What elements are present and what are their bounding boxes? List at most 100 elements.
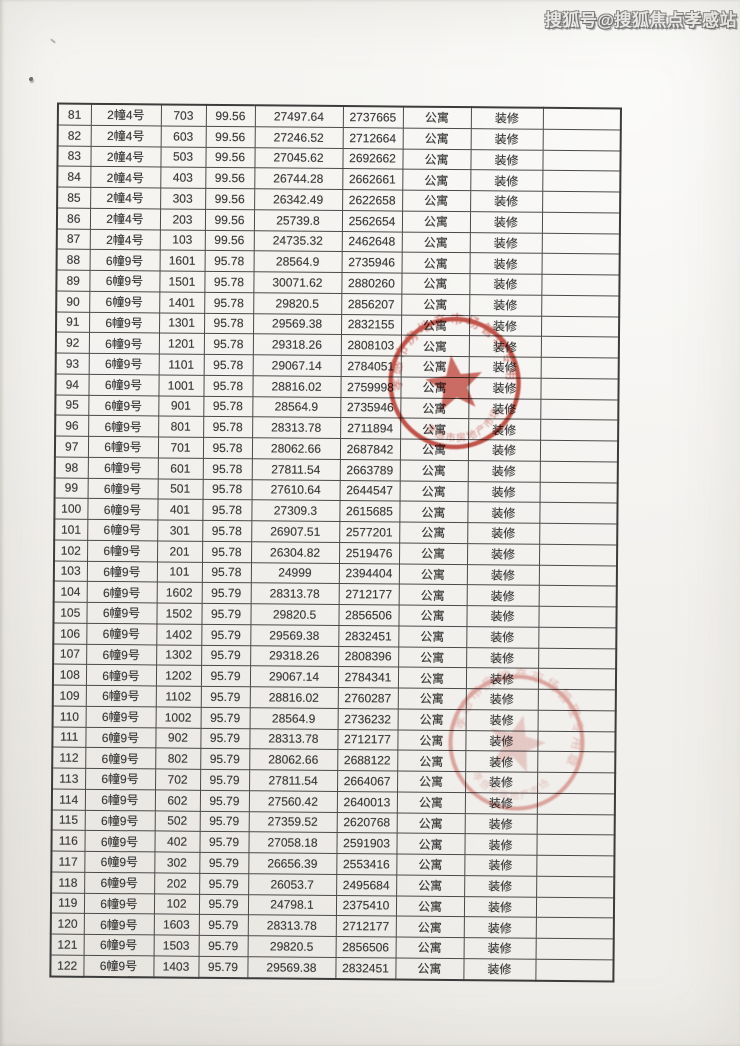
table-cell: 公寓 (401, 252, 470, 274)
table-cell: 28564.9 (249, 707, 338, 730)
table-cell (542, 170, 621, 193)
table-cell: 6幢9号 (84, 830, 155, 853)
pen-mark (50, 38, 56, 44)
table-cell: 95.79 (199, 831, 249, 853)
table-cell: 1502 (156, 603, 202, 625)
table-cell: 装修 (467, 522, 540, 545)
table-cell: 28062.66 (249, 749, 338, 771)
table-cell: 6幢9号 (84, 872, 155, 894)
table-cell: 2712177 (337, 729, 398, 751)
table-cell: 2687842 (339, 438, 401, 460)
table-cell: 装修 (467, 501, 540, 524)
table-cell: 装修 (468, 418, 541, 441)
table-cell: 95.78 (204, 271, 254, 293)
table-cell: 2577201 (339, 521, 400, 543)
table-cell: 2644547 (339, 480, 400, 502)
table-cell: 6幢9号 (86, 560, 158, 583)
table-cell: 26304.82 (251, 541, 340, 564)
table-cell: 95.79 (199, 852, 249, 874)
table-cell: 装修 (466, 564, 539, 586)
table-cell: 95.79 (200, 748, 250, 770)
table-cell: 703 (160, 104, 206, 127)
table-cell: 24999 (250, 562, 340, 584)
table-cell: 6幢9号 (85, 747, 156, 770)
table-cell: 公寓 (402, 169, 471, 191)
table-cell: 公寓 (399, 439, 469, 461)
table-cell: 402 (154, 831, 200, 853)
table-cell: 6幢9号 (85, 664, 157, 687)
table-cell: 95.78 (203, 312, 254, 335)
table-cell: 95.79 (199, 790, 250, 812)
table-cell: 公寓 (402, 106, 471, 129)
table-cell: 2591903 (336, 832, 397, 855)
table-cell: 6幢9号 (85, 768, 156, 790)
table-cell: 2735946 (341, 251, 402, 274)
table-cell: 301 (157, 520, 203, 542)
table-cell: 201 (157, 540, 203, 562)
table-cell (536, 793, 615, 815)
table-cell: 801 (158, 416, 204, 438)
table-cell: 装修 (465, 750, 538, 773)
table-cell: 装修 (466, 543, 540, 565)
table-cell: 95.78 (204, 250, 254, 272)
table-cell: 29569.38 (250, 624, 339, 647)
table-cell: 100 (54, 498, 88, 520)
table-cell: 1002 (155, 706, 201, 728)
table-cell: 2712664 (342, 127, 403, 149)
table-cell: 2688122 (337, 749, 398, 772)
table-cell: 27359.52 (248, 811, 337, 833)
table-cell: 29318.26 (250, 645, 339, 667)
table-cell: 公寓 (397, 688, 466, 710)
table-cell: 2幢4号 (90, 145, 161, 168)
table-cell: 1403 (153, 955, 199, 978)
table-cell: 2737665 (342, 106, 403, 128)
table-cell: 2664067 (337, 770, 398, 792)
table-cell: 99.56 (205, 167, 255, 189)
table-cell: 99.56 (205, 146, 255, 169)
table-cell: 装修 (469, 273, 542, 296)
table-cell: 95.78 (202, 437, 253, 459)
table-cell: 29569.38 (252, 313, 342, 335)
table-cell: 装修 (469, 232, 542, 254)
table-cell: 公寓 (400, 335, 469, 357)
table-cell: 公寓 (402, 190, 471, 212)
table-cell: 装修 (470, 149, 543, 171)
table-cell: 95.79 (200, 769, 250, 791)
table-cell: 装修 (463, 958, 536, 981)
table-cell: 303 (160, 188, 206, 210)
table-cell: 2394404 (338, 563, 400, 585)
table-cell: 102 (153, 893, 200, 915)
table-cell (535, 959, 614, 982)
table-cell: 公寓 (400, 376, 469, 399)
table-cell: 29067.14 (252, 354, 341, 377)
table-cell: 2832451 (338, 625, 399, 647)
table-cell: 6幢9号 (87, 457, 158, 479)
table-cell: 95.79 (200, 665, 251, 687)
table-cell: 110 (52, 705, 86, 727)
table-cell: 2711894 (340, 417, 401, 440)
table-cell (536, 876, 615, 898)
table-cell: 6幢9号 (87, 519, 158, 541)
table-cell: 26053.7 (248, 873, 337, 896)
table-cell: 86 (56, 207, 91, 229)
table-cell: 2735946 (340, 397, 401, 419)
table-cell: 2832451 (335, 957, 396, 980)
table-cell: 95.79 (198, 914, 248, 936)
table-cell: 27045.62 (254, 147, 343, 169)
table-cell: 2幢4号 (89, 228, 160, 251)
table-cell (540, 378, 619, 400)
table-cell: 1202 (155, 665, 202, 687)
table-cell: 2640013 (336, 791, 398, 813)
table-cell (537, 730, 616, 753)
table-cell: 99.56 (204, 229, 254, 252)
table-cell: 29820.5 (253, 292, 342, 315)
table-cell: 6幢9号 (85, 685, 156, 707)
table-cell (538, 627, 617, 649)
table-cell: 99.56 (204, 209, 255, 231)
table-cell: 公寓 (398, 584, 467, 606)
table-cell: 装修 (465, 688, 538, 711)
table-cell: 95.79 (200, 727, 250, 750)
table-cell: 107 (53, 643, 87, 665)
table-cell (536, 813, 615, 836)
table-body: 81 2幢4号 703 99.56 27497.64 2737665 公寓 装修 82 2幢4号 6… (50, 103, 621, 982)
